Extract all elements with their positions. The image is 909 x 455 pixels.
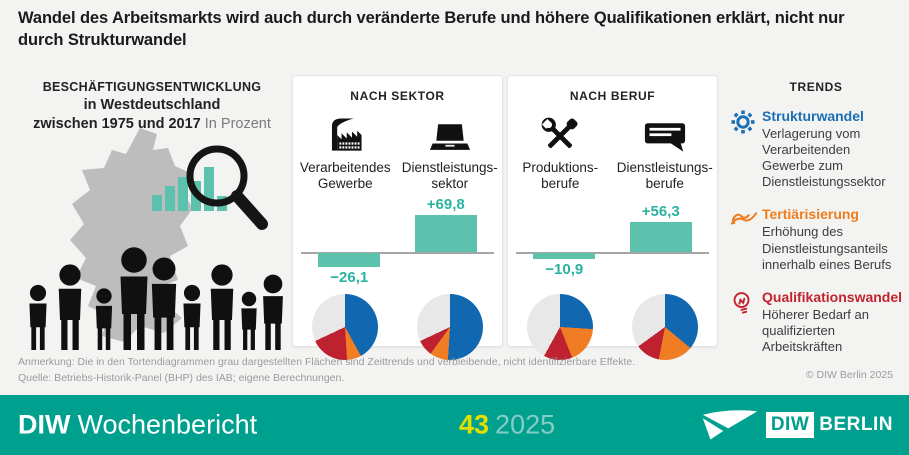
chart-baseline xyxy=(516,252,709,254)
gear-icon xyxy=(731,110,755,134)
employment-period: zwischen 1975 und 2017 In Prozent xyxy=(33,116,271,132)
factory-icon xyxy=(332,118,362,151)
trend-desc: Erhöhung des Dienstleistungsanteils inne… xyxy=(762,224,892,272)
diw-logo-envelope-icon xyxy=(702,410,758,440)
trend-label: Tertiärisierung xyxy=(762,206,859,223)
footnote-quelle: Quelle: Betriebs-Historik-Panel (BHP) de… xyxy=(18,371,345,384)
magnifier-icon xyxy=(186,145,268,230)
beruf-category-label: Dienstleistungs- berufe xyxy=(616,160,713,192)
bottom-band: DIW Wochenbericht 43 2025 DIW BERLIN xyxy=(0,395,909,455)
lightbulb-icon xyxy=(733,291,750,314)
bar-dienstleistungssektor xyxy=(414,215,477,252)
copyright: © DIW Berlin 2025 xyxy=(805,369,893,381)
trend-tertiaerisierung: Tertiärisierung Erhöhung des Dienstleist… xyxy=(730,206,902,272)
trend-strukturwandel: Strukturwandel Verlagerung vom Verarbeit… xyxy=(730,108,902,190)
employment-region: in Westdeutschland xyxy=(83,97,221,113)
bar-value: +69,8 xyxy=(426,196,465,214)
page-title: Wandel des Arbeitsmarkts wird auch durch… xyxy=(18,9,845,49)
laptop-icon xyxy=(429,124,470,150)
bar-verarbeitendes-gewerbe xyxy=(318,253,381,267)
sector-panel-title: NACH SEKTOR xyxy=(350,89,445,103)
people-silhouettes xyxy=(29,247,283,350)
diw-berlin-logo: DIW BERLIN xyxy=(701,408,893,442)
pie-produktionsberufe xyxy=(527,294,594,360)
trend-qualifikationswandel: Qualifikationswandel Höherer Bedarf an q… xyxy=(730,289,902,355)
bar-value: −26,1 xyxy=(330,268,369,286)
pie-verarbeitendes-gewerbe xyxy=(312,294,379,360)
employment-section: BESCHÄFTIGUNGSENTWICKLUNG in Westdeutsch… xyxy=(14,80,290,132)
beruf-category-label: Produktions- berufe xyxy=(522,160,599,192)
bar-dienstleistungsberufe xyxy=(629,222,692,252)
speech-bubble-icon xyxy=(644,123,685,152)
publication-brand: DIW Wochenbericht xyxy=(18,409,258,440)
sector-category-label: Verarbeitendes Gewerbe xyxy=(299,160,391,192)
pie-dienstleistungssektor xyxy=(416,294,483,360)
trend-desc: Verlagerung vom Verarbeitenden Gewerbe z… xyxy=(762,126,886,190)
footnote-anmerkung: Anmerkung: Die in den Tortendiagrammen g… xyxy=(18,356,636,368)
diw-logo-text: DIW xyxy=(765,412,815,438)
bar-value: −10,9 xyxy=(545,260,584,278)
beruf-panel-title: NACH BERUF xyxy=(569,89,656,103)
beruf-bar-chart: −10,9 +56,3 xyxy=(516,200,709,286)
trends-section: TRENDS Strukturwandel Verlagerung vom Ve… xyxy=(730,80,902,371)
issue-number: 43 2025 xyxy=(459,409,556,440)
bar-produktionsberufe xyxy=(533,253,596,259)
bar-value: +56,3 xyxy=(641,203,680,221)
hand-icon xyxy=(730,212,758,226)
trend-label: Strukturwandel xyxy=(762,108,864,124)
trend-label: Qualifikationswandel xyxy=(762,288,903,305)
chart-baseline xyxy=(301,252,494,254)
sector-bar-chart: −26,1 +69,8 xyxy=(301,196,494,286)
germany-illustration xyxy=(29,128,283,350)
pie-dienstleistungsberufe xyxy=(631,294,698,360)
sector-category-label: Dienstleistungs- sektor xyxy=(401,160,498,192)
trends-title: TRENDS xyxy=(789,80,843,94)
employment-heading: BESCHÄFTIGUNGSENTWICKLUNG xyxy=(42,80,262,94)
berlin-logo-text: BERLIN xyxy=(819,414,893,435)
footnote: Anmerkung: Die in den Tortendiagrammen g… xyxy=(18,355,635,387)
beruf-panel: NACH BERUF xyxy=(507,75,718,360)
trend-desc: Höherer Bedarf an qualifizierten Arbeits… xyxy=(762,306,869,354)
tools-icon xyxy=(541,117,578,148)
sector-panel: NACH SEKTOR xyxy=(292,75,503,360)
